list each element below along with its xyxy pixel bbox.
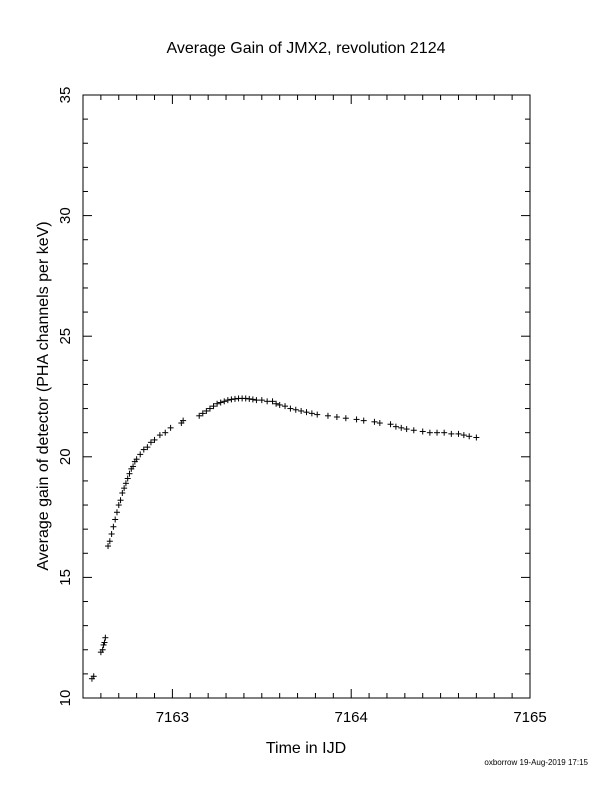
data-point: [115, 502, 122, 509]
x-tick-label: 7165: [513, 709, 546, 726]
y-tick-label: 35: [57, 87, 74, 104]
y-tick-labels: 10 15 20 25 30 35: [57, 87, 74, 707]
data-point: [199, 410, 206, 417]
x-tick-label: 7164: [335, 709, 368, 726]
data-point: [110, 523, 117, 530]
data-point: [203, 407, 210, 414]
data-point: [124, 475, 131, 482]
data-point: [144, 444, 151, 451]
data-point: [106, 538, 113, 545]
data-point: [121, 485, 128, 492]
data-point: [137, 451, 144, 458]
data-point: [140, 446, 147, 453]
data-point: [214, 400, 221, 407]
data-point: [434, 429, 441, 436]
data-point: [264, 398, 271, 405]
data-point: [122, 480, 129, 487]
axis-ticks: [82, 94, 531, 699]
data-point: [126, 470, 133, 477]
data-point: [117, 497, 124, 504]
data-point: [282, 403, 289, 410]
x-tick-labels: 7163 7164 7165: [156, 709, 547, 726]
data-point: [196, 412, 203, 419]
data-point: [224, 397, 231, 404]
data-point: [308, 410, 315, 417]
data-point: [112, 516, 119, 523]
data-point: [108, 530, 115, 537]
data-point: [273, 400, 280, 407]
data-point: [441, 429, 448, 436]
y-tick-label: 15: [57, 569, 74, 586]
data-point: [398, 424, 405, 431]
data-point: [324, 412, 331, 419]
data-point: [387, 421, 394, 428]
data-point: [253, 397, 260, 404]
data-point: [269, 398, 276, 405]
data-point: [426, 429, 433, 436]
y-tick-label: 30: [57, 207, 74, 224]
data-point: [403, 426, 410, 433]
data-point: [113, 509, 120, 516]
data-point: [392, 423, 399, 430]
data-point: [419, 428, 426, 435]
data-point: [130, 463, 137, 470]
data-point: [276, 401, 283, 408]
data-point: [466, 433, 473, 440]
x-tick-label: 7163: [156, 709, 189, 726]
data-point: [314, 411, 321, 418]
data-point: [119, 489, 126, 496]
data-point: [249, 396, 256, 403]
data-point: [298, 407, 305, 414]
data-point: [162, 429, 169, 436]
data-point: [217, 399, 224, 406]
data-point: [102, 634, 109, 641]
x-axis-label: Time in IJD: [266, 740, 346, 757]
data-point: [410, 427, 417, 434]
data-point: [353, 416, 360, 423]
data-point: [151, 436, 158, 443]
data-point: [105, 543, 112, 550]
y-tick-label: 20: [57, 448, 74, 465]
data-point: [473, 434, 480, 441]
data-point: [180, 417, 187, 424]
data-point: [99, 646, 106, 653]
plot-frame: [82, 94, 531, 699]
data-point: [167, 424, 174, 431]
credit-stamp: oxborrow 19-Aug-2019 17:15: [484, 758, 588, 767]
data-point: [287, 405, 294, 412]
y-tick-label: 25: [57, 328, 74, 345]
data-points: [88, 395, 480, 682]
data-point: [371, 418, 378, 425]
y-axis-label: Average gain of detector (PHA channels p…: [35, 221, 52, 570]
data-point: [455, 430, 462, 437]
data-point: [333, 414, 340, 421]
data-point: [258, 397, 265, 404]
data-point: [147, 439, 154, 446]
data-point: [460, 432, 467, 439]
data-point: [292, 406, 299, 413]
data-point: [360, 417, 367, 424]
chart-title: Average Gain of JMX2, revolution 2124: [167, 40, 446, 57]
data-point: [342, 415, 349, 422]
data-point: [303, 409, 310, 416]
y-tick-label: 10: [57, 690, 74, 707]
data-point: [210, 403, 217, 410]
data-point: [448, 430, 455, 437]
data-point: [376, 420, 383, 427]
data-point: [90, 673, 97, 680]
data-point: [156, 432, 163, 439]
data-point: [206, 405, 213, 412]
data-point: [221, 398, 228, 405]
data-point: [133, 456, 140, 463]
data-point: [101, 639, 108, 646]
